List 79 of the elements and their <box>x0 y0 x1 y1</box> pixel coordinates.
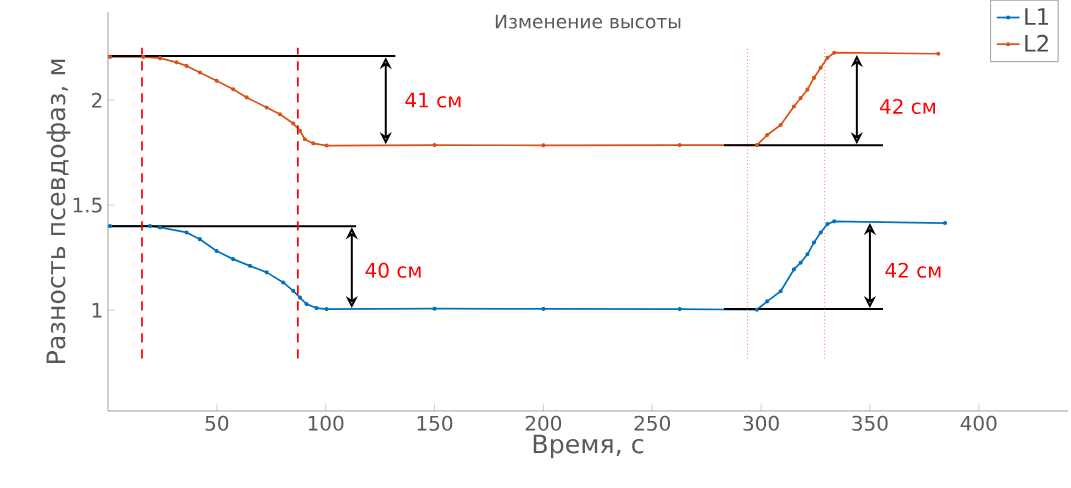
point <box>314 306 319 311</box>
point <box>157 56 163 61</box>
point <box>832 219 837 224</box>
point <box>214 248 219 254</box>
point <box>811 75 817 80</box>
point <box>541 306 546 311</box>
point <box>184 63 189 69</box>
legend-label: L1 <box>1025 8 1049 25</box>
point <box>231 87 236 92</box>
x-tick-label: 400 <box>960 415 997 431</box>
point <box>147 223 153 229</box>
point <box>541 143 546 148</box>
point <box>231 257 236 262</box>
point <box>765 132 770 138</box>
point <box>184 230 189 235</box>
point <box>311 141 316 146</box>
x-axis-title: Время, с <box>533 434 644 459</box>
point <box>107 54 113 59</box>
point <box>432 143 437 148</box>
x-tick-label: 350 <box>852 415 888 431</box>
point <box>936 51 941 56</box>
point <box>107 223 113 229</box>
point <box>264 270 269 275</box>
point <box>791 267 797 272</box>
point <box>825 222 830 227</box>
point <box>832 50 837 55</box>
point <box>141 54 146 59</box>
point <box>677 143 682 148</box>
point <box>825 55 830 60</box>
point <box>304 302 309 307</box>
point <box>818 230 823 235</box>
annotation: 41 см <box>405 92 461 108</box>
point <box>765 299 770 304</box>
point <box>778 289 783 294</box>
point <box>677 307 682 312</box>
point <box>805 87 810 92</box>
point <box>214 78 219 83</box>
y-tick-label: 1.5 <box>73 197 102 213</box>
point <box>324 143 329 148</box>
point <box>277 112 283 117</box>
x-tick-label: 250 <box>634 415 670 431</box>
annotation: 40 см <box>365 262 421 278</box>
annotation: 42 см <box>879 98 936 115</box>
point <box>247 263 253 268</box>
point <box>754 143 759 148</box>
point <box>432 306 437 311</box>
point <box>197 70 202 75</box>
point <box>811 240 817 245</box>
point <box>291 288 296 293</box>
x-tick-label: 100 <box>308 415 344 431</box>
point <box>818 65 823 70</box>
point <box>197 237 202 242</box>
point <box>798 260 803 265</box>
point <box>791 104 797 109</box>
point <box>302 137 307 142</box>
x-tick-label: 150 <box>417 415 453 431</box>
point <box>281 280 286 285</box>
y-axis-title: Разность псевдофаз, м <box>46 59 71 363</box>
point <box>174 60 179 65</box>
point <box>754 307 759 312</box>
point <box>297 128 303 133</box>
point <box>778 122 783 128</box>
x-tick-label: 300 <box>743 415 779 431</box>
chart-title: Изменение высоты <box>495 14 681 29</box>
point <box>264 105 269 110</box>
annotation: 42 см <box>885 262 941 278</box>
point <box>805 252 810 257</box>
legend-label: L2 <box>1025 34 1048 52</box>
x-tick-label: 50 <box>205 415 229 431</box>
x-tick-label: 200 <box>525 415 562 431</box>
point <box>798 96 803 101</box>
y-tick-label: 1 <box>92 302 102 318</box>
point <box>297 295 303 300</box>
point <box>157 225 163 230</box>
point <box>324 307 329 312</box>
point <box>244 95 249 100</box>
point <box>291 121 296 126</box>
point <box>942 220 948 226</box>
y-tick-label: 2 <box>92 92 102 108</box>
